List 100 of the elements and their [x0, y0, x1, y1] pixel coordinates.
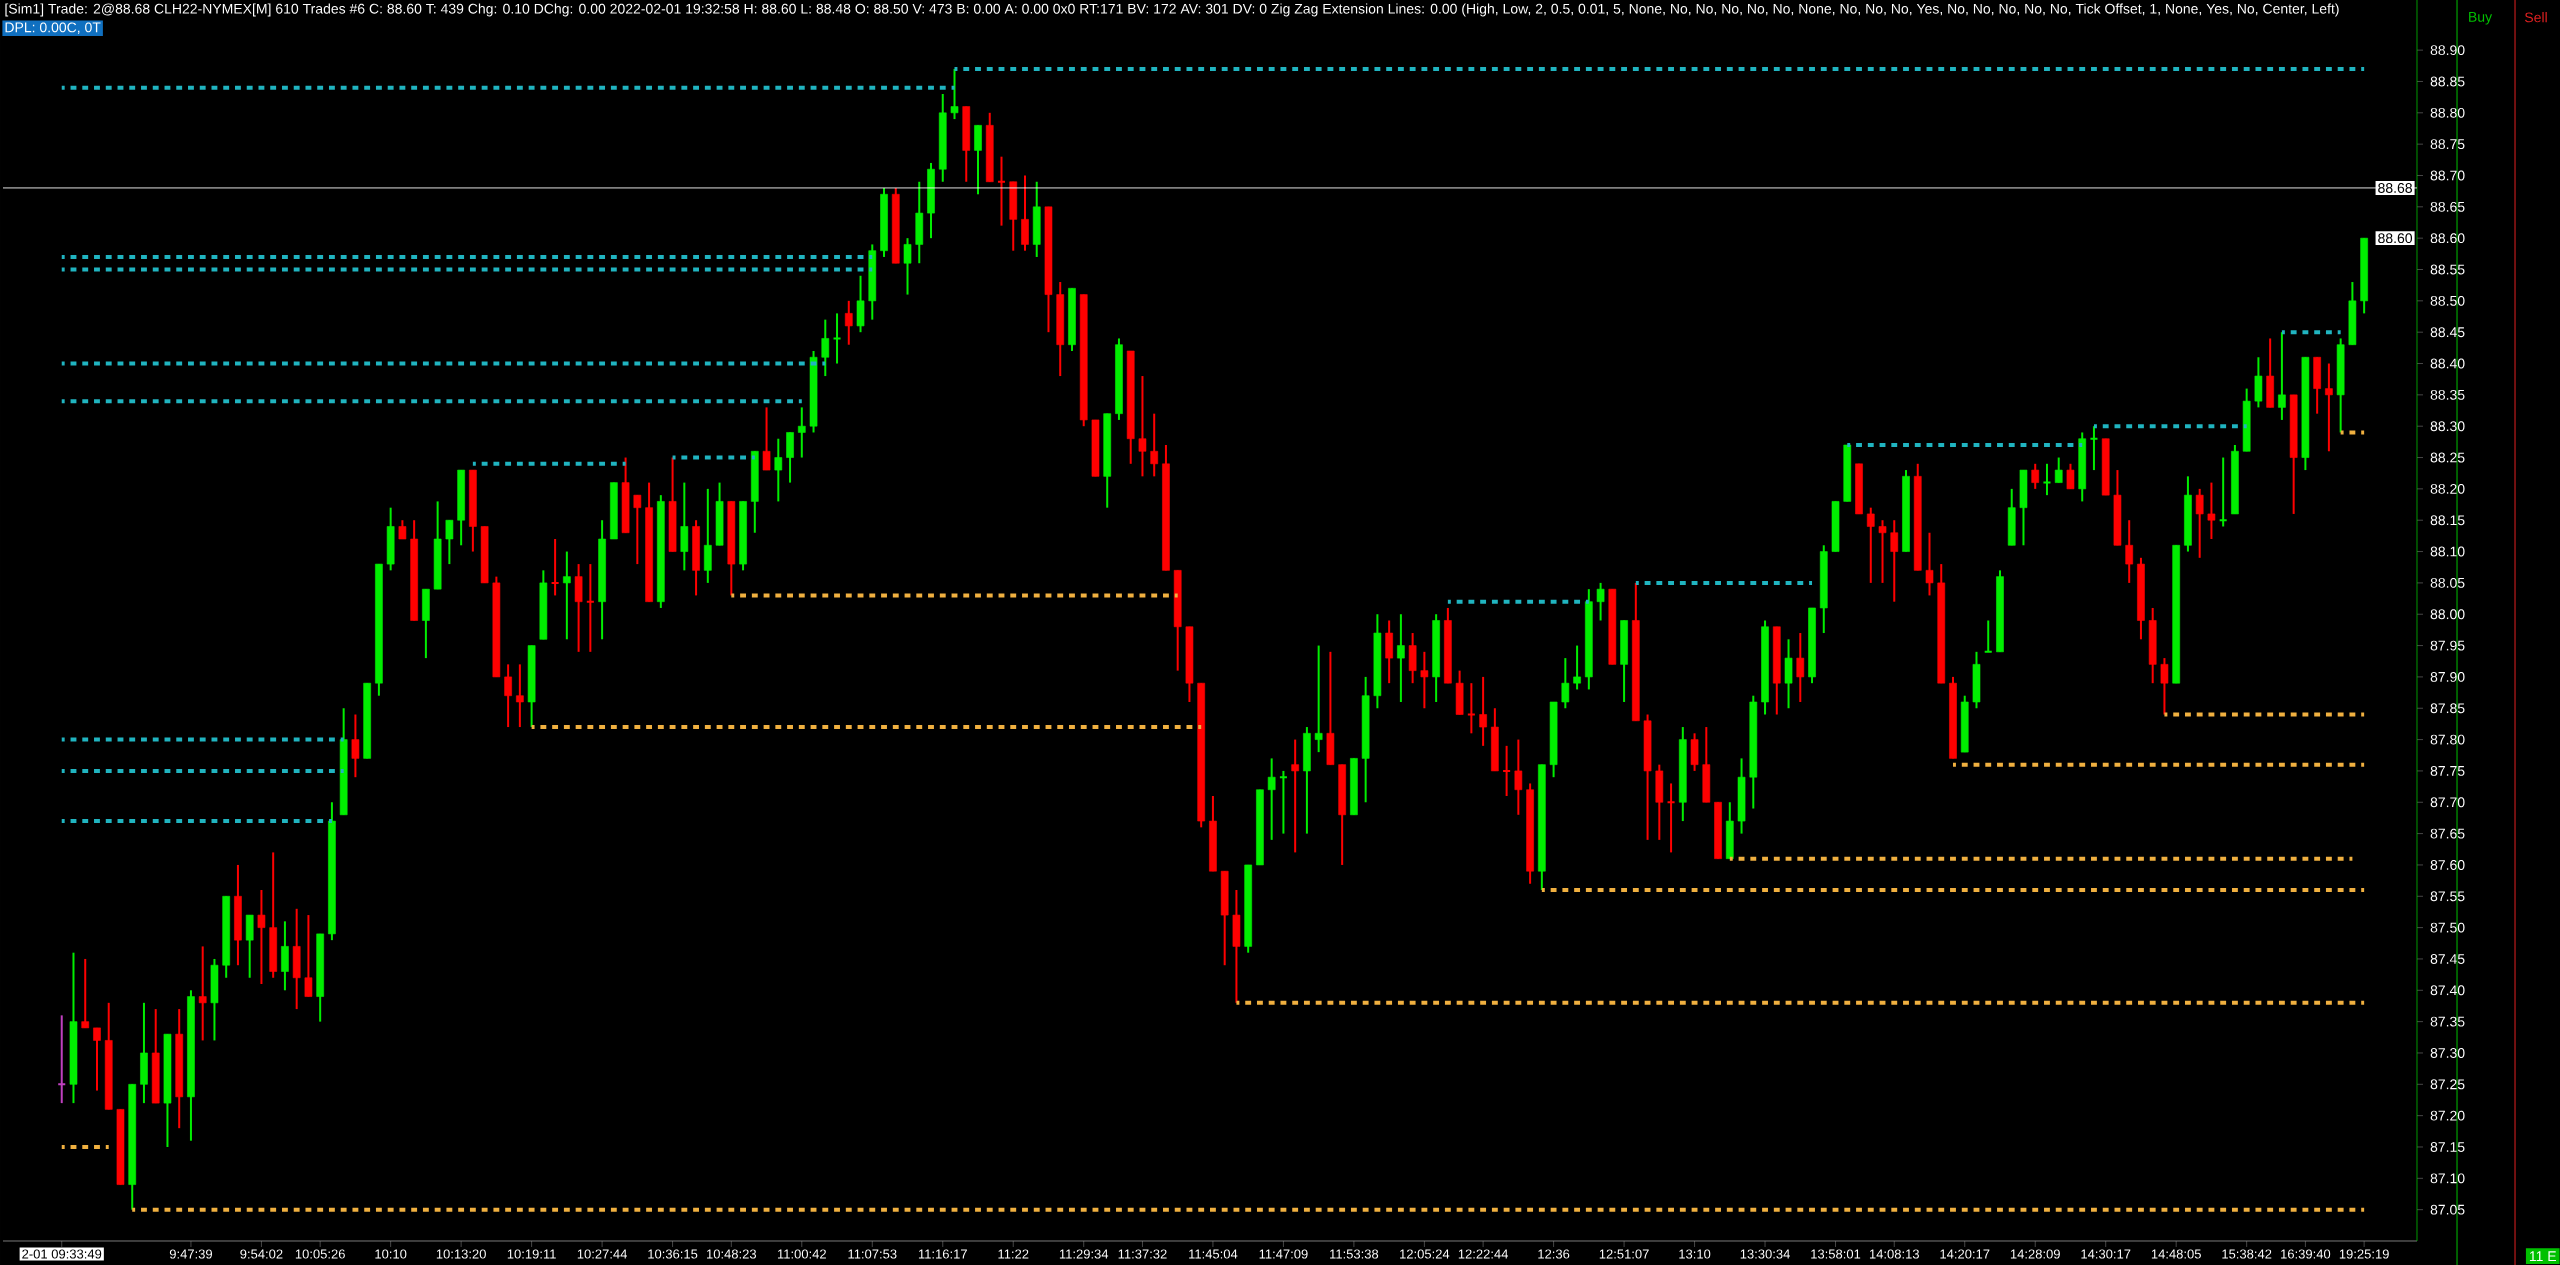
candlestick	[398, 519, 407, 541]
y-tick-label: 88.20	[2430, 483, 2465, 494]
x-tick-label: 12:51:07	[1599, 1249, 1649, 1259]
x-tick-label: 11:29:34	[1059, 1249, 1109, 1259]
y-tick-label: 87.45	[2430, 954, 2465, 964]
y-tick-label: 87.30	[2430, 1048, 2465, 1058]
y-tick-label: 87.80	[2430, 734, 2465, 745]
x-tick-label: 10:48:23	[707, 1249, 757, 1259]
candlestick	[93, 1026, 101, 1092]
y-tick-label: 88.45	[2430, 327, 2465, 338]
x-tick-label: 14:48:05	[2151, 1249, 2201, 1259]
x-tick-label: 11:22	[998, 1249, 1029, 1259]
candlestick	[1866, 506, 1875, 584]
candlestick	[1573, 644, 1581, 691]
y-tick-label: 88.75	[2430, 139, 2465, 150]
candlestick	[2207, 481, 2216, 541]
candlestick	[2195, 487, 2204, 559]
candlestick	[797, 406, 806, 459]
x-tick-label: 10:05:26	[295, 1249, 345, 1259]
candlestick	[1420, 650, 1429, 710]
y-tick-label: 87.70	[2430, 797, 2465, 808]
candlestick	[1925, 531, 1934, 597]
y-tick-label: 87.90	[2430, 671, 2465, 682]
candlestick	[504, 663, 512, 729]
y-tick-label: 87.60	[2430, 860, 2465, 870]
x-tick-label: 13:10	[1679, 1249, 1711, 1259]
x-tick-label: 11:37:32	[1118, 1249, 1167, 1259]
y-tick-label: 87.95	[2430, 640, 2465, 651]
text: Sell	[2524, 12, 2547, 23]
y-tick-label: 88.40	[2430, 358, 2465, 369]
x-tick-label: 11:07:53	[848, 1249, 897, 1259]
candlestick	[304, 914, 313, 998]
x-tick-label: 13:30:34	[1740, 1249, 1790, 1259]
candlestick	[81, 957, 90, 1029]
x-tick-label: 9:47:39	[169, 1249, 213, 1259]
x-tick-label: 10:13:20	[436, 1249, 486, 1259]
y-tick-label: 88.00	[2430, 609, 2465, 620]
y-tick-label: 87.05	[2430, 1204, 2465, 1215]
y-tick-label: 88.60	[2430, 233, 2465, 244]
x-tick-label: 11:16:17	[918, 1249, 967, 1259]
y-tick-label: 87.55	[2430, 891, 2465, 902]
candlestick	[1314, 644, 1323, 754]
y-tick-label: 88.85	[2430, 76, 2465, 87]
x-tick-label: 10:19:11	[507, 1249, 556, 1259]
y-tick-label: 87.40	[2430, 985, 2465, 996]
x-tick-label: 19:25:19	[2339, 1249, 2389, 1259]
y-tick-label: 88.55	[2430, 264, 2465, 275]
candlestick	[2160, 657, 2169, 716]
x-tick-label: 10:27:44	[577, 1249, 627, 1259]
candlestick	[516, 663, 524, 729]
candlestick	[1561, 657, 1570, 710]
candlestick	[774, 437, 783, 503]
y-tick-label: 88.35	[2430, 389, 2465, 400]
candlestick	[821, 318, 830, 378]
candlestick	[563, 550, 571, 641]
x-tick-label: 9:54:02	[240, 1249, 283, 1259]
y-tick-label: 88.30	[2430, 421, 2465, 432]
y-tick-label: 88.80	[2430, 107, 2465, 118]
y-tick-label: 88.70	[2430, 170, 2465, 181]
x-tick-label: 14:28:09	[2010, 1249, 2060, 1259]
candlestick	[1878, 519, 1887, 584]
y-tick-label: 88.05	[2430, 577, 2465, 588]
candlestick	[633, 494, 642, 566]
x-tick-label: 12:22:44	[1458, 1249, 1509, 1259]
y-tick-label: 87.35	[2430, 1016, 2465, 1027]
x-tick-label: 2-01 09:33:49	[22, 1249, 102, 1259]
x-tick-label: 12:05:24	[1400, 1249, 1450, 1259]
y-tick-label: 88.25	[2430, 452, 2465, 463]
candlestick	[762, 406, 771, 472]
y-tick-label: 88.90	[2430, 45, 2465, 56]
candlestick	[351, 713, 360, 779]
candlestick	[1596, 581, 1605, 622]
x-tick-label: 10:10	[375, 1249, 407, 1259]
x-tick-label: 11:53:38	[1330, 1249, 1379, 1259]
candlestick	[1479, 675, 1487, 747]
candlestick	[1291, 738, 1299, 854]
y-tick-label: 87.85	[2430, 703, 2465, 714]
y-tick-label: 88.15	[2430, 515, 2465, 526]
y-tick-label: 87.25	[2430, 1079, 2465, 1090]
candlestick	[2125, 519, 2134, 584]
x-tick-label: 12:36	[1538, 1249, 1570, 1259]
x-tick-label: 10:36:15	[648, 1249, 698, 1259]
text: DPL: 0.00C, 0T	[5, 22, 101, 34]
y-tick-label: 87.50	[2430, 922, 2465, 933]
x-tick-label: 14:20:17	[1940, 1249, 1990, 1259]
candlestick	[2054, 456, 2063, 484]
text: Buy	[2469, 12, 2493, 25]
candlestick	[1267, 757, 1276, 841]
y-tick-label: 87.20	[2430, 1110, 2465, 1121]
candlestick	[257, 889, 266, 986]
candlestick	[1397, 613, 1405, 703]
candlestick	[2325, 362, 2333, 453]
y-tick-label: 88.10	[2430, 546, 2465, 557]
candlestick	[1890, 519, 1899, 603]
candlestick	[1514, 738, 1523, 816]
x-tick-label: 14:30:17	[2081, 1249, 2131, 1259]
candlestick	[1138, 375, 1147, 478]
candlestick	[1150, 412, 1159, 478]
y-tick-label: 88.50	[2430, 295, 2465, 306]
candlestick	[903, 237, 912, 296]
